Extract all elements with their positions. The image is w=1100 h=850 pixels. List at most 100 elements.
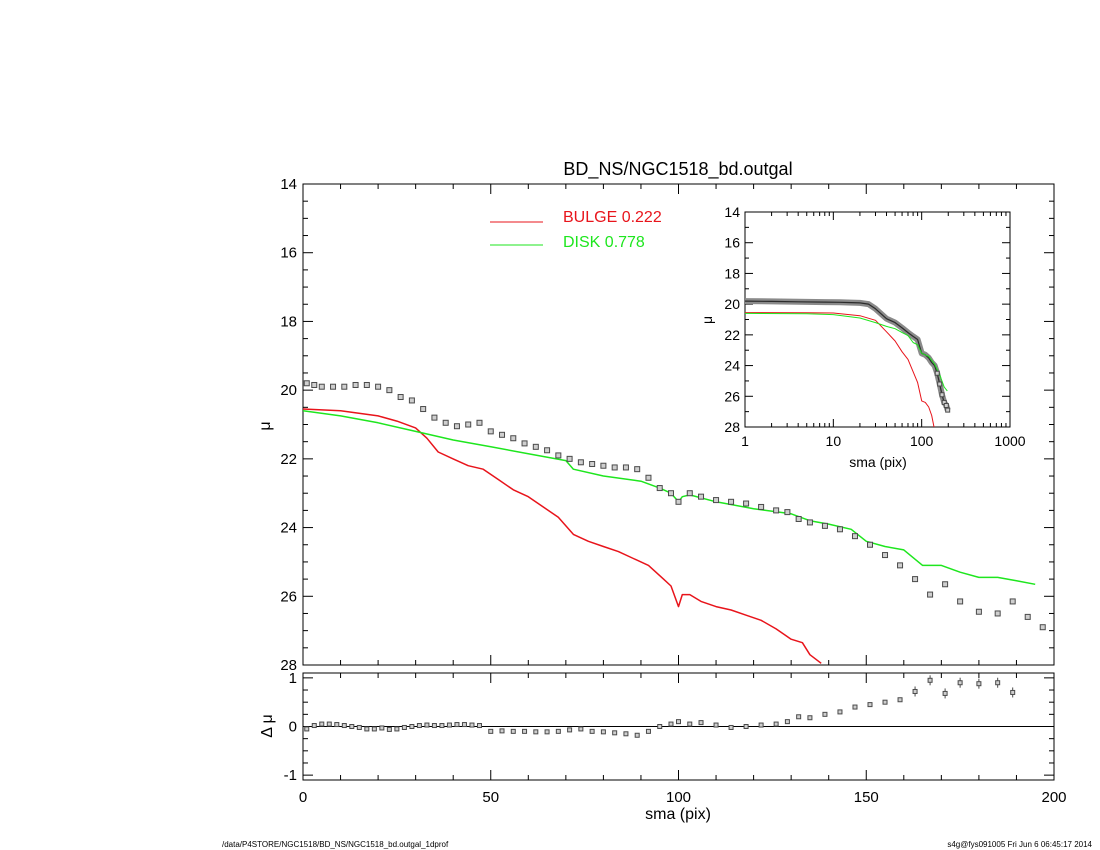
residual-point (634, 732, 640, 738)
main-ylabel: μ (257, 421, 274, 430)
main-ytick-label: 28 (280, 657, 297, 674)
residual-point (476, 723, 482, 729)
inset-ytick-label: 18 (724, 265, 740, 281)
inset-data-point (943, 403, 949, 408)
data-point (544, 447, 551, 454)
residual-ytick-label: -1 (284, 767, 297, 784)
residual-point (837, 709, 843, 715)
data-point (686, 490, 693, 497)
inset-xtick-label: 1 (741, 433, 749, 449)
data-point (442, 419, 449, 426)
residual-point (957, 680, 963, 686)
residual-point (976, 681, 982, 687)
residual-point (589, 728, 595, 734)
residual-point (713, 722, 719, 728)
residual-point (942, 690, 948, 696)
data-point (698, 493, 705, 500)
residual-point (371, 726, 377, 732)
residual-point (995, 680, 1001, 686)
data-point (867, 541, 874, 548)
inset-ylabel: μ (699, 316, 715, 324)
data-point (743, 500, 750, 507)
data-point (667, 490, 674, 497)
residual-point (379, 725, 385, 731)
residual-point (522, 728, 528, 734)
residual-point (454, 722, 460, 728)
data-point (532, 443, 539, 450)
inset-data-point (945, 407, 951, 413)
residual-point (645, 728, 651, 734)
residual-point (544, 729, 550, 735)
inset-ytick-label: 14 (724, 204, 740, 220)
data-point (611, 464, 618, 471)
data-point (957, 598, 964, 605)
data-point (510, 435, 517, 442)
legend-disk-label: DISK 0.778 (563, 234, 645, 251)
residual-point (499, 728, 505, 734)
residual-point (612, 730, 618, 736)
data-point (431, 414, 438, 421)
residual-point (912, 688, 918, 694)
residual-point (567, 727, 573, 733)
inset-xtick-label: 1000 (994, 433, 1025, 449)
residual-point (758, 722, 764, 728)
residual-point (386, 726, 392, 732)
data-point (1009, 598, 1016, 605)
inset-ytick-label: 22 (724, 327, 740, 343)
legend: BULGE 0.222 DISK 0.778 (490, 209, 662, 251)
main-ytick-label: 14 (280, 176, 297, 193)
residual-point (927, 677, 933, 683)
data-point (341, 383, 348, 390)
residual-point (356, 724, 362, 730)
main-ytick-label: 22 (280, 451, 297, 468)
residual-point (304, 726, 310, 732)
data-point (600, 462, 607, 469)
inset-data-point (939, 392, 945, 398)
inset-disk-line (745, 312, 948, 392)
inset-data-point (937, 381, 943, 387)
data-point (645, 474, 652, 481)
residual-point (424, 722, 430, 728)
residual-point (401, 724, 407, 730)
data-point (521, 440, 528, 447)
data-point (897, 562, 904, 569)
residual-xtick-label: 200 (1041, 789, 1066, 806)
data-point (836, 526, 843, 533)
residual-point (852, 704, 858, 710)
data-point (397, 394, 404, 401)
inset-plot: 14 16 18 20 22 24 26 281 10 100 1000 (724, 204, 1025, 449)
residual-ytick-label: 1 (289, 670, 297, 687)
residual-point (555, 728, 561, 734)
residual-point (488, 728, 494, 734)
data-point (675, 498, 682, 505)
residual-point (687, 721, 693, 727)
data-point (453, 423, 460, 430)
residual-point (728, 724, 734, 730)
residual-point (341, 723, 347, 729)
residual-point (698, 720, 704, 726)
main-ytick-label: 24 (280, 520, 297, 537)
data-point (806, 519, 813, 526)
footer-stamp: s4g@fys091005 Fri Jun 6 06:45:17 2014 (947, 840, 1092, 849)
residual-point (578, 726, 584, 732)
data-point (352, 381, 359, 388)
data-point (994, 610, 1001, 617)
residual-plot: 10-10 50 100 150 200 (284, 670, 1067, 806)
residual-point (867, 702, 873, 708)
data-point (386, 387, 393, 394)
residual-point (510, 728, 516, 734)
residual-point (784, 719, 790, 725)
inset-xtick-label: 10 (826, 433, 842, 449)
data-point (713, 497, 720, 504)
residual-point (461, 722, 467, 728)
data-point (758, 503, 765, 510)
residual-point (657, 724, 663, 729)
data-point (728, 498, 735, 505)
data-point (330, 383, 337, 390)
data-point (927, 591, 934, 598)
data-point (795, 515, 802, 522)
residual-xtick-label: 0 (299, 789, 307, 806)
inset-ytick-label: 26 (724, 388, 740, 404)
main-plot: 14 16 18 20 22 24 26 28 (280, 176, 1055, 674)
data-point (566, 455, 573, 462)
